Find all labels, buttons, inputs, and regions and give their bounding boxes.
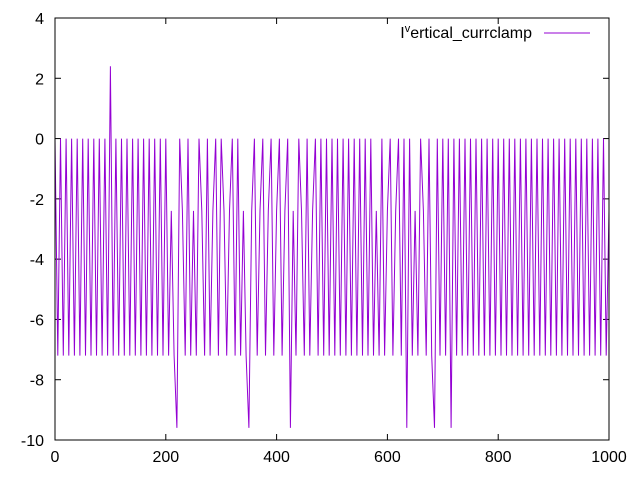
x-tick-label: 600 <box>374 449 401 466</box>
y-tick-label: -10 <box>21 433 44 450</box>
y-tick-label: -8 <box>30 373 44 390</box>
series-line <box>54 66 610 428</box>
x-tick-label: 800 <box>485 449 512 466</box>
y-tick-label: -2 <box>30 192 44 209</box>
x-tick-label: 0 <box>51 449 60 466</box>
y-tick-label: 0 <box>35 132 44 149</box>
x-tick-label: 200 <box>152 449 179 466</box>
y-tick-label: -4 <box>30 252 44 269</box>
x-tick-label: 1000 <box>591 449 627 466</box>
series-line-group <box>54 66 610 428</box>
y-tick-label: -6 <box>30 312 44 329</box>
x-tick-label: 400 <box>263 449 290 466</box>
y-tick-label: 2 <box>35 71 44 88</box>
legend: Ivertical_currclamp <box>400 23 590 42</box>
legend-label: Ivertical_currclamp <box>400 23 532 42</box>
plot-border <box>54 17 610 441</box>
y-tick-label: 4 <box>35 11 44 28</box>
axes: 0 200 400 600 800 1000 -10 -8 -6 -4 -2 0 2 4 <box>21 11 627 466</box>
